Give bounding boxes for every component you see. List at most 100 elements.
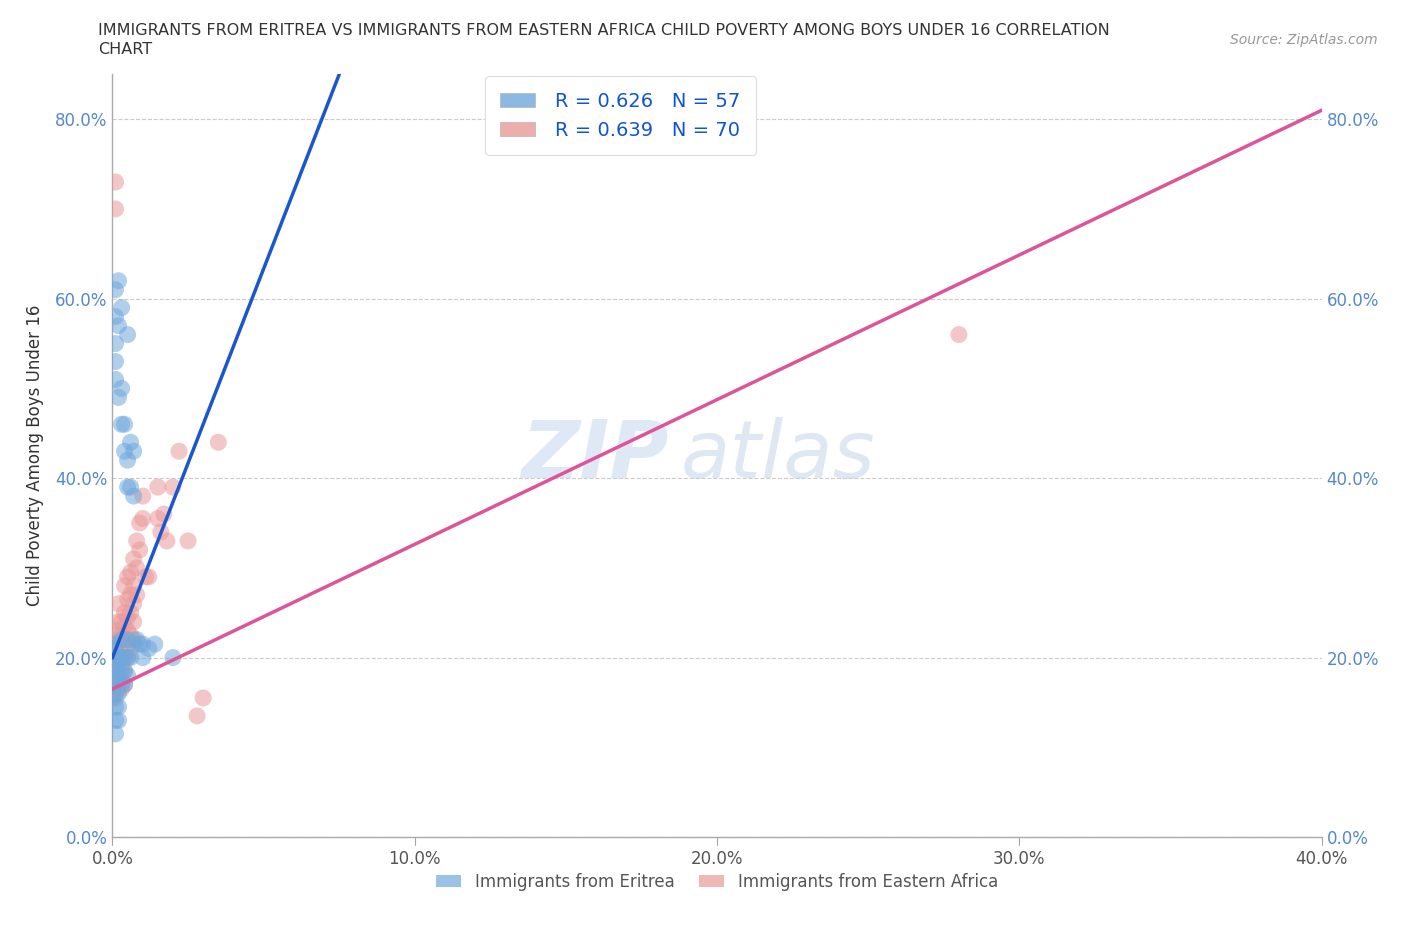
Point [107,637,129,652]
Point [114,677,136,692]
Point [128,542,150,557]
Point [110,650,132,665]
Point [125,632,148,647]
Point [125,534,148,549]
Point [120,605,142,620]
Point [101,637,124,652]
Point [132,650,155,665]
Point [114,605,136,620]
Point [156,534,179,549]
Point [101,650,124,665]
Point [104,372,127,387]
Point [104,175,127,190]
Point [125,561,148,576]
Point [146,480,169,495]
Point [114,444,136,458]
Point [120,588,142,603]
Point [101,690,124,705]
Point [110,381,132,396]
Point [104,726,127,741]
Point [104,650,127,665]
Point [104,672,127,687]
Point [117,327,139,342]
Point [146,512,169,526]
Y-axis label: Child Poverty Among Boys Under 16: Child Poverty Among Boys Under 16 [25,305,44,606]
Point [122,551,145,566]
Point [104,336,127,351]
Point [132,488,155,503]
Point [110,664,132,679]
Point [114,650,136,665]
Point [117,610,139,625]
Point [122,637,145,652]
Point [101,637,124,652]
Point [207,435,229,450]
Point [107,713,129,728]
Text: CHART: CHART [98,42,152,57]
Point [135,569,157,584]
Point [110,637,132,652]
Point [114,578,136,593]
Point [153,507,176,522]
Point [104,682,127,697]
Point [104,202,127,217]
Point [110,632,132,647]
Point [125,588,148,603]
Text: Source: ZipAtlas.com: Source: ZipAtlas.com [1230,33,1378,46]
Point [110,677,132,692]
Point [132,512,155,526]
Text: IMMIGRANTS FROM ERITREA VS IMMIGRANTS FROM EASTERN AFRICA CHILD POVERTY AMONG BO: IMMIGRANTS FROM ERITREA VS IMMIGRANTS FR… [98,23,1111,38]
Point [138,569,160,584]
Point [107,664,129,679]
Point [120,565,142,579]
Point [114,664,136,679]
Point [104,713,127,728]
Point [107,614,129,629]
Point [167,444,190,458]
Point [107,682,129,697]
Point [107,390,129,405]
Point [120,435,142,450]
Point [110,628,132,643]
Point [114,650,136,665]
Point [132,637,155,652]
Point [101,664,124,679]
Point [110,672,132,687]
Text: ZIP: ZIP [522,417,669,495]
Point [191,690,214,705]
Point [104,309,127,324]
Point [110,682,132,697]
Point [122,488,145,503]
Point [162,650,184,665]
Point [104,641,127,656]
Point [110,664,132,679]
Point [107,650,129,665]
Point [107,596,129,611]
Point [114,664,136,679]
Point [122,444,145,458]
Point [104,623,127,638]
Point [117,480,139,495]
Point [107,318,129,333]
Point [177,534,200,549]
Point [122,632,145,647]
Point [120,641,142,656]
Point [107,273,129,288]
Point [948,327,970,342]
Point [122,596,145,611]
Point [120,650,142,665]
Point [104,690,127,705]
Point [104,354,127,369]
Point [117,453,139,468]
Point [104,659,127,674]
Point [117,637,139,652]
Point [120,628,142,643]
Point [128,637,150,652]
Point [117,591,139,606]
Point [107,699,129,714]
Point [117,650,139,665]
Point [186,709,208,724]
Point [110,614,132,629]
Point [107,672,129,687]
Point [114,618,136,633]
